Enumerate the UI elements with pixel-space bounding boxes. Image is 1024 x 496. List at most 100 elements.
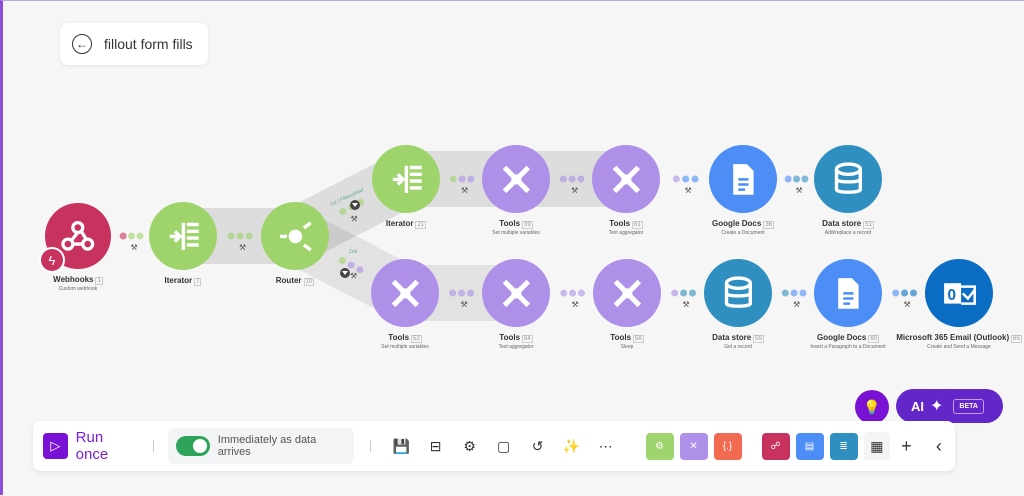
webhook-icon [61, 221, 95, 251]
module-app-name: Data store [822, 219, 862, 228]
module-app-name: Tools [388, 333, 410, 342]
module-data-store[interactable] [704, 259, 772, 327]
module-label: Router 10 [215, 276, 375, 286]
settings-icon[interactable]: ⚙ [463, 437, 476, 454]
database-icon [834, 161, 862, 194]
run-once-button[interactable]: ▷ Run once [43, 429, 137, 463]
module-google-docs[interactable] [814, 259, 882, 327]
wrench-icon[interactable]: ⚒ [131, 243, 138, 252]
tools-app-shortcut[interactable]: ✕ [679, 432, 708, 460]
flow-control-icon[interactable]: ⊟ [429, 437, 442, 454]
module-action: Custom webhook [58, 286, 98, 292]
module-router[interactable] [261, 202, 329, 270]
route-label[interactable]: 2nd [349, 249, 358, 255]
ai-label: AI [911, 398, 924, 414]
connector-dot [119, 232, 127, 240]
connector-dot [691, 175, 699, 183]
module-tools[interactable] [593, 259, 661, 327]
connector-dot [568, 175, 576, 183]
module-app-name: Iterator [164, 276, 193, 285]
wrench-icon[interactable]: ⚒ [904, 300, 911, 309]
chevron-left-icon[interactable]: ‹ [935, 435, 942, 456]
connector-dot [449, 289, 457, 297]
database-app-shortcut[interactable]: ≣ [829, 432, 858, 460]
module-label: Iterator 21 [326, 219, 486, 229]
tools-icon [613, 279, 641, 307]
webhook-app-shortcut[interactable]: ☍ [761, 432, 790, 460]
wrench-icon[interactable]: ⚒ [796, 186, 803, 195]
module-id: 51 [863, 221, 874, 229]
module-app-name: Tools [499, 219, 521, 228]
wrench-icon[interactable]: ⚒ [461, 186, 468, 195]
connector-dot [688, 289, 696, 297]
module-action: Set multiple variables [381, 344, 429, 350]
lightbulb-icon[interactable]: 💡 [855, 390, 889, 424]
wrench-icon[interactable]: ⚒ [351, 215, 358, 224]
module-app-name: Data store [712, 333, 752, 342]
schedule-label: Immediately as data arrives [217, 434, 317, 458]
module-app-name: Tools [609, 219, 631, 228]
module-iterator[interactable] [372, 145, 440, 213]
iterator-icon [169, 222, 199, 250]
module-tools[interactable] [482, 259, 550, 327]
grid-icon[interactable]: ▦ [863, 432, 891, 460]
module-action: Sleep [620, 344, 634, 350]
plus-icon[interactable]: + [901, 435, 912, 456]
module-label: Tools 64 [436, 333, 596, 343]
wrench-icon[interactable]: ⚒ [683, 300, 690, 309]
connector-dot [892, 289, 900, 297]
run-once-label: Run once [75, 429, 109, 463]
connector-dot [356, 266, 364, 274]
schedule-setting[interactable]: Immediately as data arrives [167, 428, 354, 464]
module-label: Google Docs 36 [663, 219, 823, 229]
more-icon[interactable]: ⋯ [598, 437, 613, 454]
connector-dot [790, 289, 798, 297]
wrench-icon[interactable]: ⚒ [461, 300, 468, 309]
module-action: Set multiple variables [492, 230, 540, 236]
wrench-icon[interactable]: ⚒ [685, 186, 692, 195]
connector-dot [680, 289, 688, 297]
gear-app-shortcut[interactable]: ⚙ [645, 432, 674, 460]
connector-dot [559, 175, 567, 183]
module-label: Webhooks 1 [0, 275, 158, 285]
wrench-icon[interactable]: ⚒ [572, 300, 579, 309]
module-id: 58 [633, 335, 644, 343]
module-action: Create a Document [721, 230, 765, 236]
wrench-icon[interactable]: ⚒ [793, 300, 800, 309]
module-id: 59 [753, 335, 764, 343]
notes-icon[interactable]: ▢ [497, 437, 511, 454]
arrow-left-icon[interactable]: ← [72, 34, 92, 54]
module-app-name: Iterator [385, 219, 414, 228]
module-google-docs[interactable] [709, 145, 777, 213]
scenario-title[interactable]: fillout form fills [104, 36, 193, 52]
module-iterator[interactable] [149, 202, 217, 270]
database-icon: ≣ [839, 440, 848, 452]
undo-icon[interactable]: ↺ [531, 437, 544, 454]
module-data-store[interactable] [814, 145, 882, 213]
connector-dot [347, 261, 355, 269]
connector-dot [458, 289, 466, 297]
connector-dot [793, 175, 801, 183]
module-tools[interactable] [482, 145, 550, 213]
wrench-icon[interactable]: ⚒ [350, 272, 357, 281]
beta-badge: BETA [953, 398, 984, 414]
webhook-icon: ☍ [770, 440, 781, 452]
wrench-icon[interactable]: ⚒ [571, 186, 578, 195]
module-action: Text aggregator [608, 230, 644, 236]
document-app-shortcut[interactable]: ▤ [795, 432, 824, 460]
schedule-toggle[interactable] [175, 436, 210, 456]
document-icon: ▤ [804, 440, 815, 452]
module-tools[interactable] [592, 145, 660, 213]
module-microsoft-365-email-outlook-[interactable]: 0 [925, 259, 993, 327]
connector-dot [560, 289, 568, 297]
text-parser-app-shortcut[interactable]: {.} [713, 432, 742, 460]
wrench-icon[interactable]: ⚒ [239, 243, 246, 252]
module-tools[interactable] [371, 259, 439, 327]
save-icon[interactable]: 💾 [392, 437, 411, 454]
ai-assistant-button[interactable]: AI ✦ BETA [896, 389, 1003, 423]
module-id: 60 [868, 335, 880, 343]
connector-dot [467, 175, 475, 183]
module-webhooks[interactable]: ϟ [39, 203, 111, 273]
connector-dot [245, 232, 253, 240]
magic-wand-icon[interactable]: ✨ [562, 437, 581, 454]
